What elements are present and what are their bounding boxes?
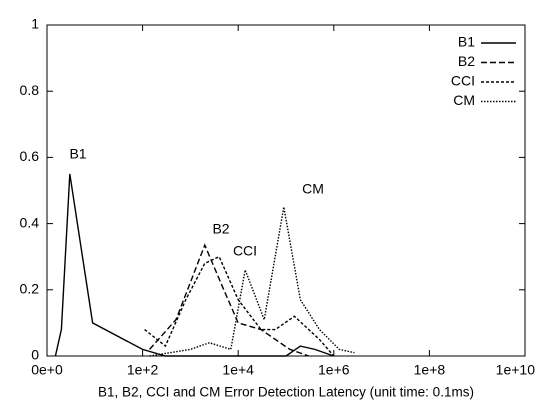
annotation: CCI (233, 243, 257, 259)
legend-label: B1 (458, 34, 475, 50)
legend-label: CCI (451, 73, 475, 89)
y-tick-label: 0.8 (20, 82, 40, 98)
annotation: B1 (69, 146, 86, 162)
line-series (144, 255, 335, 357)
legend-label: B2 (458, 53, 475, 69)
x-tick-label: 0e+0 (31, 362, 63, 378)
x-axis-label: B1, B2, CCI and CM Error Detection Laten… (98, 385, 474, 400)
x-tick-label: 1e+2 (127, 362, 159, 378)
y-tick-label: 1 (31, 16, 39, 32)
annotation: B2 (212, 221, 229, 237)
x-tick-label: 1e+10 (496, 362, 536, 378)
y-tick-label: 0 (31, 347, 39, 363)
line-series (149, 243, 310, 357)
x-tick-label: 1e+8 (414, 362, 446, 378)
x-tick-label: 1e+4 (222, 362, 254, 378)
line-series (54, 173, 335, 357)
y-tick-label: 0.6 (20, 148, 40, 164)
line-series (149, 206, 355, 357)
annotation: CM (302, 181, 324, 197)
x-tick-label: 1e+6 (318, 362, 350, 378)
y-tick-label: 0.4 (20, 214, 40, 230)
legend-label: CM (453, 92, 475, 108)
y-tick-label: 0.2 (20, 281, 40, 297)
